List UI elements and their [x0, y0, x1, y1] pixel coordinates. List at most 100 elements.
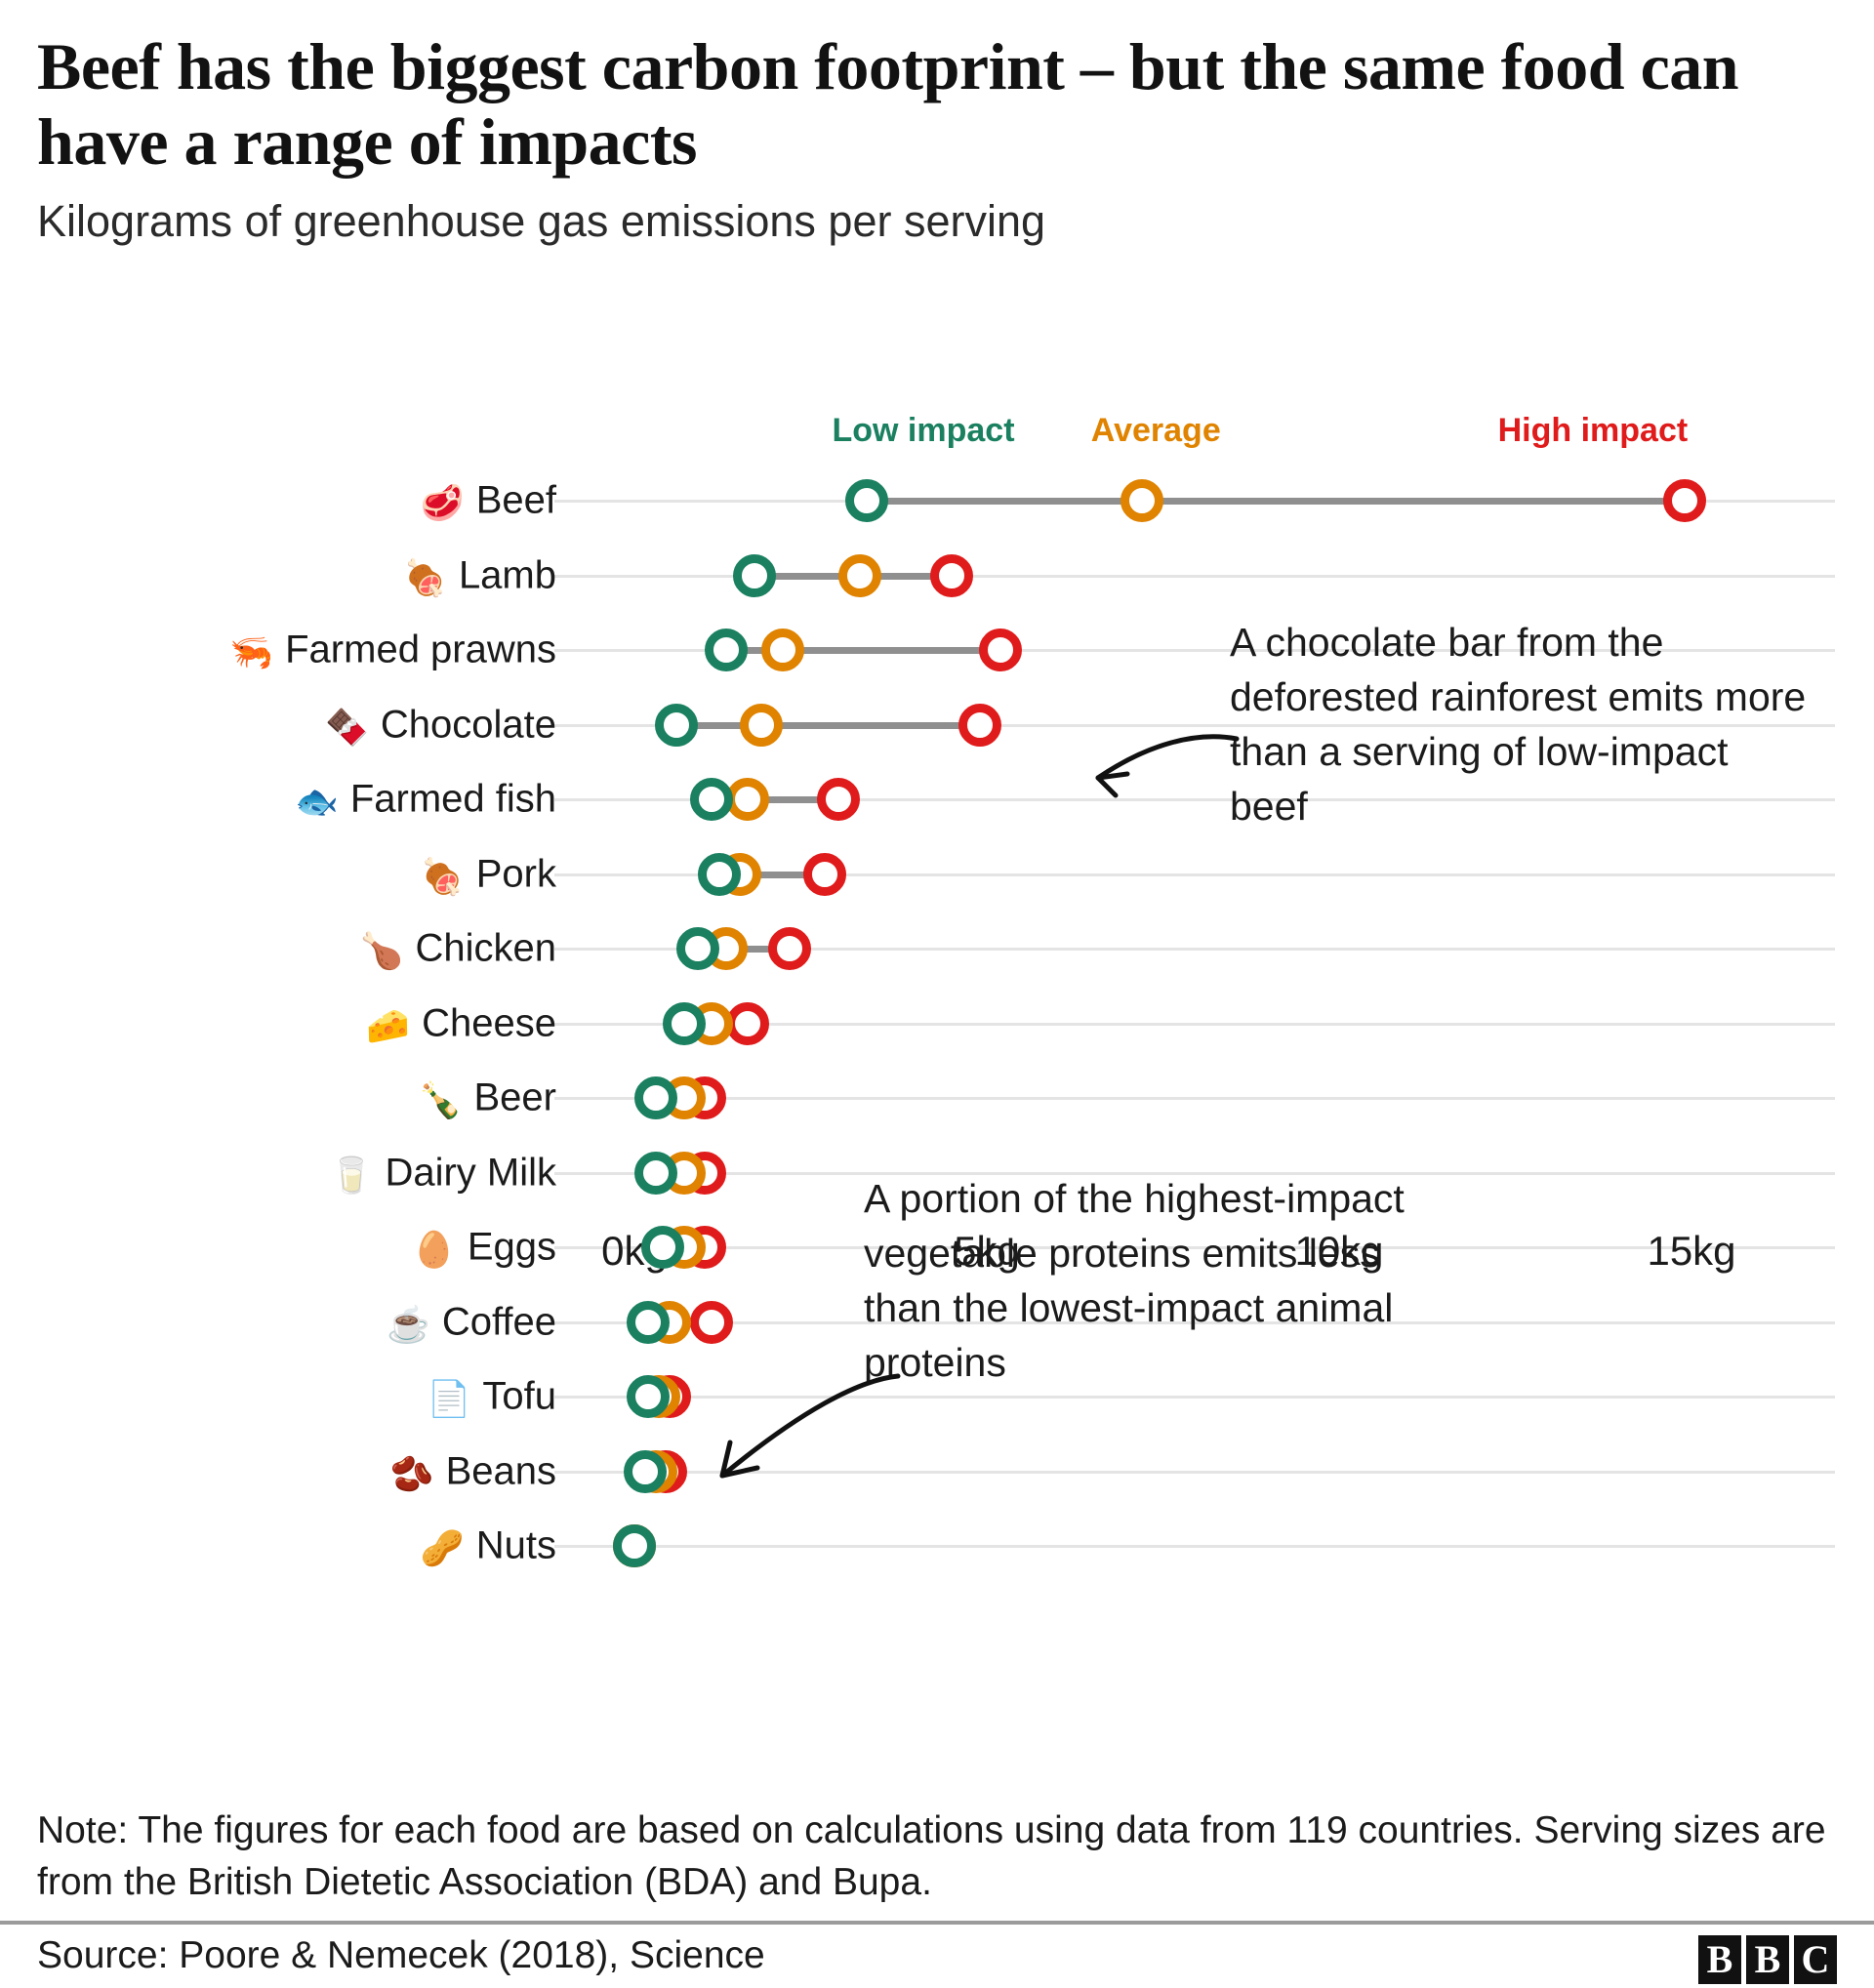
bbc-logo-letter: B [1698, 1935, 1741, 1984]
row-gridline [554, 1320, 1835, 1324]
row-gridline [554, 948, 1835, 951]
food-icon-beer: 🍾 [418, 1079, 463, 1120]
chart-row: 🥜 Nuts [0, 1516, 1874, 1576]
bbc-logo-letter: B [1746, 1935, 1789, 1984]
marker-high [802, 852, 846, 896]
row-gridline [554, 1396, 1835, 1399]
chart-row: 🍗 Chicken [0, 918, 1874, 979]
bbc-logo-letter: C [1794, 1935, 1837, 1984]
row-range-bar [725, 647, 1001, 654]
marker-low [640, 1226, 684, 1269]
chart-row: 🥛 Dairy Milk [0, 1143, 1874, 1203]
row-gridline [554, 798, 1835, 801]
vegetable-arrow-icon [719, 1373, 901, 1479]
x-tick-label: 10kg [1294, 1228, 1384, 1274]
row-gridline [554, 872, 1835, 876]
row-label-dairy-milk: 🥛 Dairy Milk [330, 1153, 556, 1193]
row-label-tofu: 📄 Tofu [428, 1377, 556, 1417]
marker-low [697, 852, 741, 896]
food-icon-coffee: ☕ [387, 1304, 430, 1344]
chart-row: 🐟 Farmed fish [0, 769, 1874, 830]
row-range-bar [712, 796, 839, 803]
food-name: Dairy Milk [385, 1151, 556, 1194]
source-text: Source: Poore & Nemecek (2018), Science [37, 1934, 765, 1976]
food-name: Beans [445, 1449, 556, 1492]
row-gridline [554, 1246, 1835, 1249]
row-gridline [554, 1171, 1835, 1175]
row-label-eggs: 🥚 Eggs [412, 1228, 556, 1268]
food-icon-eggs: 🥚 [412, 1229, 456, 1270]
row-label-beans: 🫘 Beans [390, 1451, 556, 1491]
annotation-chocolate: A chocolate bar from the deforested rain… [1230, 620, 1807, 830]
food-name: Lamb [458, 553, 556, 596]
row-label-nuts: 🥜 Nuts [421, 1526, 556, 1566]
marker-high [817, 778, 861, 821]
food-icon-chicken: 🍗 [359, 930, 404, 971]
dot-plot-chart: Low impact Average High impact 🥩 Beef 🍖 Lamb 🦐 F… [0, 390, 1874, 1688]
food-icon-nuts: 🥜 [420, 1527, 465, 1568]
marker-low [633, 1151, 677, 1195]
food-icon-chocolate: 🍫 [325, 707, 369, 747]
row-gridline [554, 649, 1835, 652]
food-icon-beans: 🫘 [389, 1453, 434, 1493]
marker-avg [739, 703, 783, 747]
x-tick-label: 15kg [1647, 1228, 1736, 1274]
page-subtitle: Kilograms of greenhouse gas emissions pe… [37, 195, 1046, 246]
marker-high [957, 703, 1001, 747]
row-label-pork: 🍖 Pork [421, 854, 556, 894]
marker-low [627, 1300, 671, 1344]
chart-row: ☕ Coffee [0, 1292, 1874, 1353]
marker-low [675, 927, 719, 970]
row-label-chicken: 🍗 Chicken [360, 929, 556, 969]
food-name: Chocolate [380, 703, 556, 746]
food-icon-pork: 🍖 [420, 856, 465, 896]
row-range-bar [718, 871, 825, 878]
marker-low [623, 1449, 667, 1493]
row-gridline [554, 1022, 1835, 1026]
row-label-farmed-fish: 🐟 Farmed fish [295, 780, 556, 820]
row-label-cheese: 🧀 Cheese [366, 1003, 556, 1043]
legend-high: High impact [1497, 412, 1689, 449]
marker-high [929, 553, 973, 597]
chart-row: 🍾 Beer [0, 1068, 1874, 1128]
chart-row: 🧀 Cheese [0, 994, 1874, 1054]
marker-high [767, 927, 811, 970]
marker-low [662, 1001, 706, 1045]
marker-low [845, 479, 889, 522]
legend-avg: Average [1090, 412, 1221, 449]
food-name: Pork [475, 852, 556, 895]
chart-row: 🥚 Eggs [0, 1217, 1874, 1278]
marker-avg [1120, 479, 1163, 522]
marker-low [704, 629, 748, 671]
row-gridline [554, 1097, 1835, 1100]
food-name: Farmed prawns [285, 628, 556, 671]
marker-low [633, 1076, 677, 1119]
food-name: Beef [475, 478, 556, 522]
food-icon-tofu: 📄 [427, 1378, 471, 1419]
food-name: Nuts [475, 1523, 556, 1567]
food-name: Coffee [441, 1300, 556, 1343]
food-icon-cheese: 🧀 [366, 1005, 411, 1045]
marker-avg [760, 629, 804, 671]
chart-row: 🫘 Beans [0, 1441, 1874, 1502]
row-label-chocolate: 🍫 Chocolate [325, 705, 556, 745]
food-name: Farmed fish [349, 777, 556, 821]
marker-high [979, 629, 1023, 671]
row-range-bar [676, 721, 980, 729]
marker-low [613, 1524, 656, 1567]
row-gridline [554, 574, 1835, 578]
chart-row: 📄 Tofu [0, 1366, 1874, 1427]
chart-row: 🍫 Chocolate [0, 695, 1874, 755]
marker-high [1662, 479, 1706, 522]
chart-row: 🍖 Lamb [0, 546, 1874, 606]
row-gridline [554, 1545, 1835, 1548]
food-icon-lamb: 🍖 [403, 557, 447, 597]
food-name: Eggs [467, 1225, 556, 1269]
marker-low [627, 1375, 671, 1418]
row-gridline [554, 723, 1835, 727]
marker-high [690, 1300, 734, 1344]
food-icon-beef: 🥩 [420, 482, 465, 523]
page-title: Beef has the biggest carbon footprint – … [37, 29, 1739, 179]
